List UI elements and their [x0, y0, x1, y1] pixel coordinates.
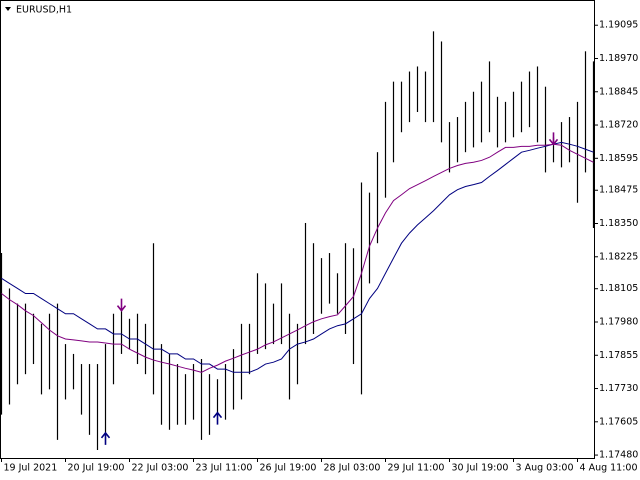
signal-arrow	[212, 411, 223, 425]
y-tick-label: 1.18845	[599, 86, 638, 97]
y-tick-label: 1.17730	[599, 383, 638, 394]
y-tick-label: 1.18595	[599, 153, 638, 164]
y-tick-label: 1.18105	[599, 283, 638, 294]
x-tick-label: 23 Jul 11:00	[196, 463, 253, 474]
x-tick-label: 30 Jul 19:00	[452, 463, 509, 474]
x-tick-label: 20 Jul 19:00	[68, 463, 125, 474]
signal-arrow	[116, 298, 127, 312]
y-tick-label: 1.18970	[599, 53, 638, 64]
x-tick-label: 4 Aug 11:00	[580, 463, 638, 474]
moving-average-line	[1, 143, 594, 373]
plot-frame	[0, 0, 595, 459]
chart-title: EURUSD,H1	[16, 5, 72, 16]
x-tick-label: 26 Jul 19:00	[260, 463, 317, 474]
y-tick-label: 1.18350	[599, 218, 638, 229]
y-tick-label: 1.17480	[599, 450, 638, 461]
y-tick-label: 1.18475	[599, 185, 638, 196]
x-tick-label: 3 Aug 03:00	[516, 463, 574, 474]
y-tick-label: 1.18720	[599, 120, 638, 131]
symbol-menu-icon[interactable]	[5, 7, 11, 11]
y-tick-label: 1.17855	[599, 350, 638, 361]
y-tick-label: 1.18225	[599, 251, 638, 262]
signal-arrow	[548, 132, 559, 146]
x-tick-label: 19 Jul 2021	[4, 463, 58, 474]
x-tick-label: 29 Jul 11:00	[388, 463, 445, 474]
signal-arrow	[100, 431, 111, 445]
x-tick-label: 22 Jul 03:00	[132, 463, 189, 474]
y-tick-label: 1.17980	[599, 316, 638, 327]
x-tick-label: 28 Jul 03:00	[324, 463, 381, 474]
moving-average-line	[1, 141, 594, 373]
y-tick-label: 1.17605	[599, 416, 638, 427]
y-tick-label: 1.19095	[599, 20, 638, 31]
